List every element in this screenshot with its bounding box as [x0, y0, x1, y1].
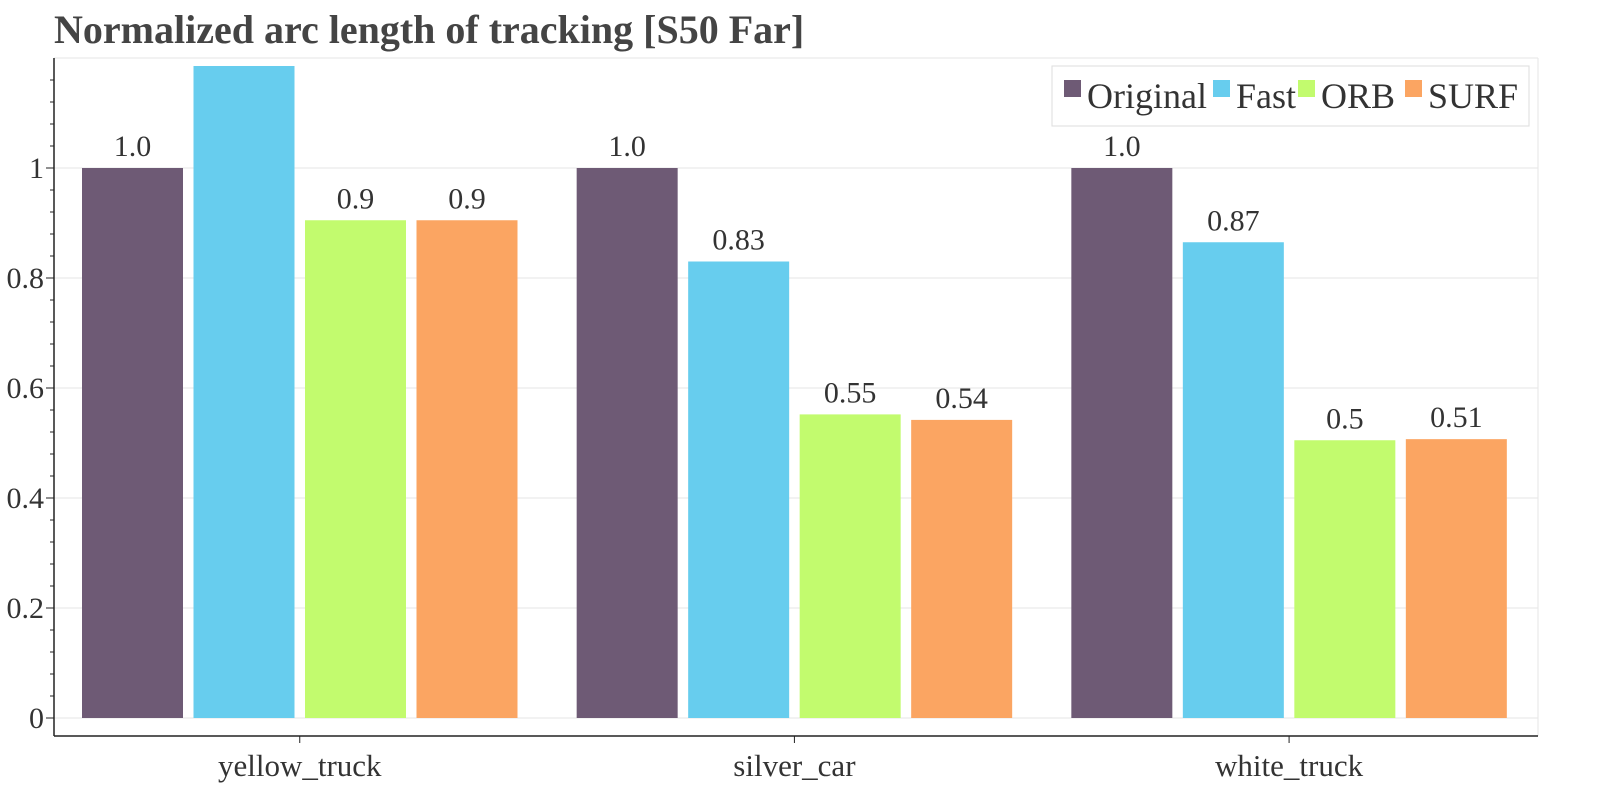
bar-white_truck-fast [1182, 242, 1284, 718]
data-label-white_truck-original: 1.0 [1103, 130, 1141, 163]
y-tick-label: 0.8 [7, 262, 45, 295]
data-label-yellow_truck-orb: 0.9 [337, 182, 375, 215]
data-labels: 1.0 0.9 0.9 1.0 0.83 0.55 0.54 1.0 0.87 0.5 0.51 [114, 130, 1483, 435]
data-label-silver_car-orb: 0.55 [824, 376, 877, 409]
y-tick-label: 0.6 [7, 372, 45, 405]
bars [82, 66, 1507, 718]
bar-yellow_truck-original [82, 168, 183, 718]
y-tick-label: 0.4 [7, 482, 45, 515]
grid-lines [54, 57, 1539, 736]
bar-yellow_truck-surf [416, 220, 518, 718]
legend-swatch-orb [1298, 80, 1315, 97]
data-label-silver_car-surf: 0.54 [935, 382, 988, 415]
legend-label-fast: Fast [1236, 76, 1296, 116]
data-label-white_truck-surf: 0.51 [1430, 401, 1483, 434]
legend-box [1051, 65, 1530, 127]
legend-label-surf: SURF [1428, 76, 1518, 116]
bar-silver_car-surf [911, 419, 1013, 718]
legend-swatch-fast [1213, 80, 1230, 97]
data-label-silver_car-fast: 0.83 [712, 224, 765, 257]
x-tick-label-yellow_truck: yellow_truck [218, 748, 382, 783]
y-tick-label: 1 [29, 152, 44, 185]
data-label-white_truck-orb: 0.5 [1326, 402, 1364, 435]
bar-white_truck-surf [1405, 439, 1507, 718]
chart-title: Normalized arc length of tracking [S50 F… [54, 7, 805, 52]
x-tick-label-white_truck: white_truck [1215, 748, 1364, 783]
legend-swatch-original [1064, 80, 1081, 97]
data-label-yellow_truck-original: 1.0 [114, 130, 152, 163]
data-label-white_truck-fast: 0.87 [1207, 204, 1260, 237]
legend-label-original: Original [1087, 76, 1207, 116]
bar-silver_car-original [576, 168, 678, 718]
bar-yellow_truck-orb [305, 220, 406, 718]
data-label-silver_car-original: 1.0 [608, 130, 646, 163]
bar-silver_car-orb [799, 414, 901, 718]
bar-silver_car-fast [688, 261, 790, 718]
y-tick-label: 0.2 [7, 592, 45, 625]
data-label-yellow_truck-surf: 0.9 [448, 182, 486, 215]
legend-label-orb: ORB [1321, 76, 1395, 116]
y-tick-label: 0 [29, 702, 44, 735]
legend: Original Fast ORB SURF [1051, 65, 1530, 127]
bar-yellow_truck-fast [193, 66, 295, 718]
axes: 0 0.2 0.4 0.6 0.8 1 yellow_truck silver_car whit… [7, 58, 1538, 783]
x-tick-label-silver_car: silver_car [733, 748, 856, 783]
bar-white_truck-orb [1294, 440, 1396, 718]
bar-white_truck-original [1071, 168, 1173, 718]
legend-swatch-surf [1405, 80, 1422, 97]
